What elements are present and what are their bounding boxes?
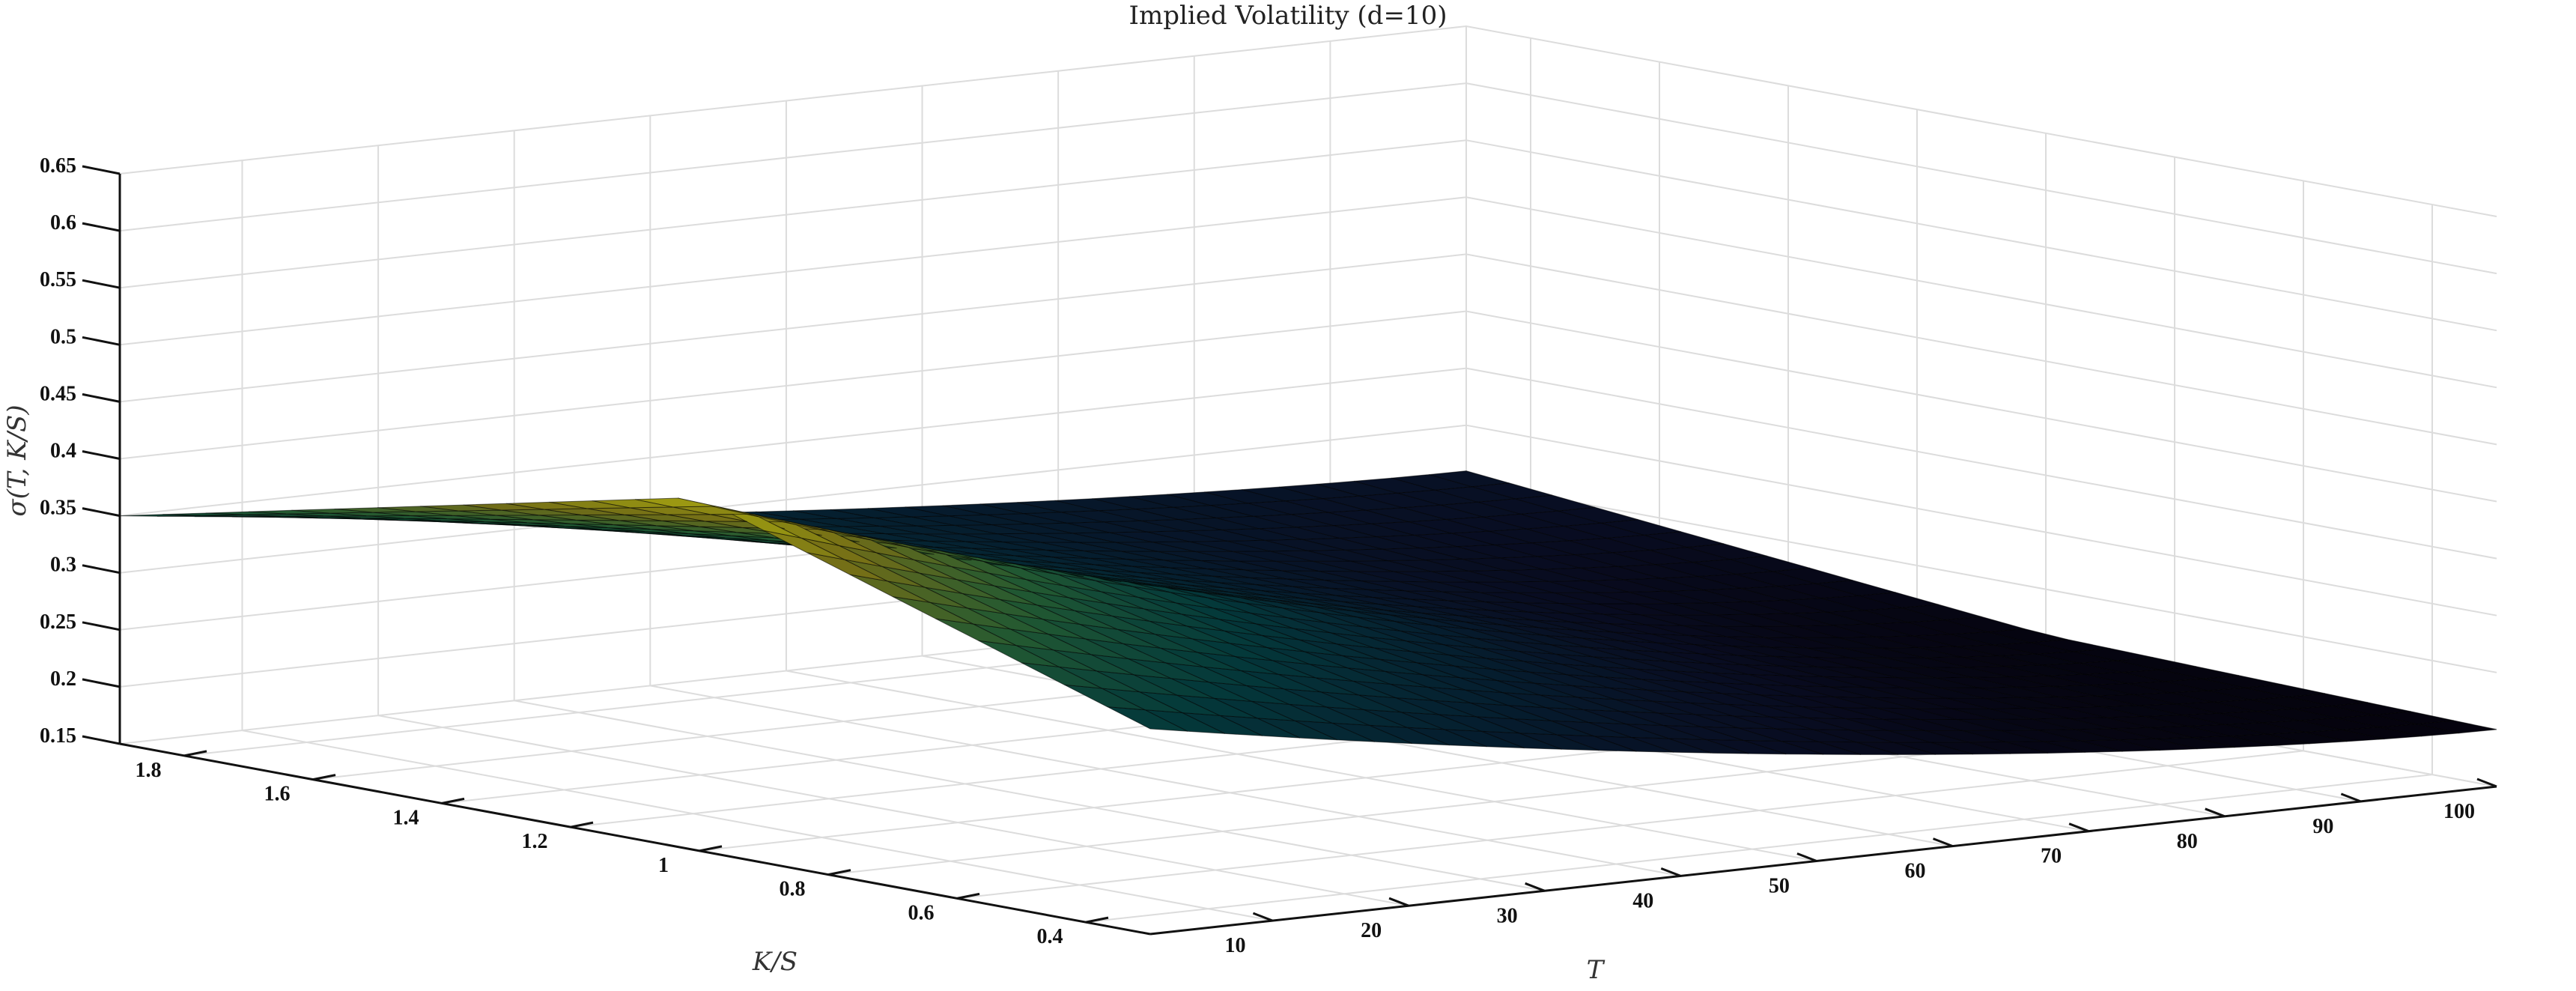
grid-line-floor-t [377,715,1409,907]
sigma-tick-label: 0.55 [40,268,76,291]
grid-line-floor-t [786,670,1817,862]
ks-tick-mark [827,869,851,876]
chart-title: Implied Volatility (d=10) [1129,1,1448,31]
t-tick-mark [1932,837,1954,847]
t-tick-mark [2205,807,2226,818]
ks-tick-mark [183,750,207,757]
grid-line-floor-k [956,750,2304,900]
ks-tick-label: 1.2 [522,830,548,853]
surface-layer [119,470,2497,755]
t-tick-label: 50 [1769,874,1790,897]
sigma-tick-label: 0.25 [40,610,76,634]
ks-tick-label: 0.8 [780,878,806,901]
sigma-tick-mark [82,393,121,403]
sigma-tick-label: 0.5 [50,325,76,348]
sigma-tick-mark [82,678,121,688]
ks-tick-label: 1 [658,854,669,877]
t-tick-mark [1660,867,1681,877]
sigma-tick-label: 0.45 [40,382,76,405]
t-tick-label: 80 [2177,830,2198,853]
sigma-tick-label: 0.6 [50,211,76,234]
ks-axis-line [119,742,1151,936]
grid-layer [119,25,2497,924]
sigma-tick-label: 0.2 [50,667,76,691]
surface-patch [119,514,201,517]
sigma-tick-mark [82,735,121,745]
sigma-tick-mark [82,336,121,346]
grid-line-z [119,253,2497,446]
grid-line-z [119,25,2497,217]
ks-tick-mark [956,892,980,900]
t-tick-label: 30 [1497,904,1518,927]
sigma-axis-label: σ(T, K/S) [2,404,32,516]
ks-tick-mark [570,821,594,828]
t-tick-mark [1252,912,1273,922]
ks-tick-mark [441,797,465,804]
ks-tick-label: 1.6 [264,783,291,806]
t-tick-label: 10 [1224,934,1245,957]
sigma-tick-mark [82,279,121,289]
grid-line-z [119,82,2497,275]
t-tick-label: 60 [1905,860,1926,883]
t-tick-label: 70 [2041,845,2062,868]
t-tick-mark [1525,882,1546,892]
t-tick-label: 20 [1361,919,1382,942]
t-tick-label: 100 [2443,800,2475,823]
sigma-tick-label: 0.4 [50,440,76,463]
t-tick-mark [2340,793,2361,803]
grid-line-z [119,196,2497,389]
sigma-tick-mark [82,222,121,232]
sigma-tick-label: 0.35 [40,497,76,520]
grid-line-z [119,139,2497,332]
ks-tick-mark [1085,916,1109,924]
ks-tick-label: 0.4 [1037,925,1063,948]
sigma-tick-label: 0.65 [40,154,76,178]
ks-tick-label: 0.6 [908,901,935,924]
ks-tick-mark [699,845,723,852]
ks-axis-label: K/S [752,947,798,977]
t-tick-label: 90 [2312,815,2333,838]
axes-layer: 10 20 30 40 50 60 70 80 90 100 0.4 0.6 0.8 1 1.2 1.4 1.6… [2,154,2497,985]
ks-tick-label: 1.8 [136,759,162,782]
ks-tick-label: 1.4 [393,806,419,829]
grid-line-z [119,310,2497,503]
t-tick-mark [2476,778,2497,788]
sigma-tick-mark [82,450,121,460]
t-tick-label: 40 [1632,889,1653,912]
t-tick-mark [1388,897,1409,907]
t-tick-mark [2068,822,2089,833]
grid-line-floor-t [242,730,1273,922]
ks-tick-mark [312,774,336,781]
sigma-tick-mark [82,621,121,631]
sigma-tick-label: 0.3 [50,554,76,577]
grid-line-floor-t [514,700,1545,892]
sigma-tick-mark [82,507,121,518]
t-axis-label: T [1587,955,1606,985]
grid-line-floor-t [650,685,1681,877]
sigma-tick-mark [82,165,121,175]
sigma-tick-label: 0.15 [40,724,76,748]
t-tick-mark [1796,852,1817,862]
grid-line-floor-k [1085,774,2433,924]
sigma-tick-mark [82,564,121,575]
t-axis-line [1149,785,2497,936]
